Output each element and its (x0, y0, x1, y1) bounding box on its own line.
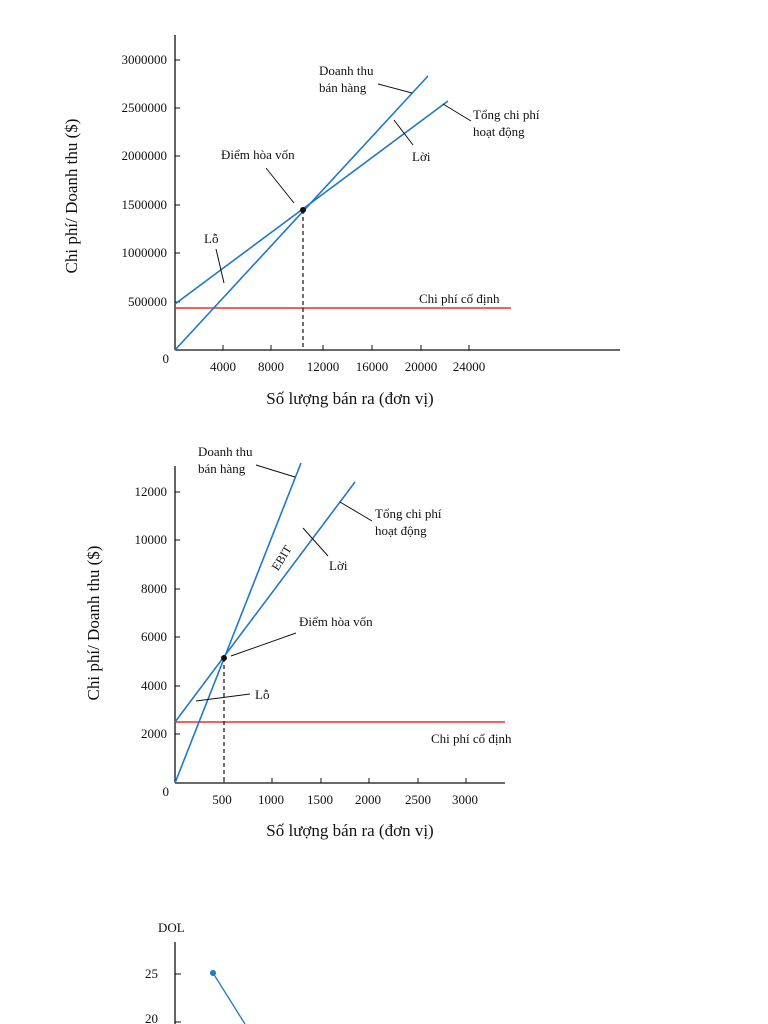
c2-revenue-label: bán hàng (198, 461, 246, 476)
chart-3: DOL 25 20 (145, 920, 246, 1024)
c1-revenue-label: Doanh thu (319, 63, 374, 78)
c1-loss-label: Lỗ (204, 231, 218, 246)
c2-x-tick-label: 1000 (258, 792, 284, 807)
c2-profit-leader (302, 527, 329, 557)
c1-profit-label: Lời (412, 149, 431, 164)
c1-origin-label: 0 (163, 351, 170, 366)
c3-dol-point (210, 970, 216, 976)
c1-x-tick-label: 16000 (356, 359, 389, 374)
c1-fixed-cost-label: Chi phí cố định (419, 291, 500, 306)
c1-x-tick-label: 24000 (453, 359, 486, 374)
c2-total-cost-label: Tổng chi phí (375, 506, 442, 521)
c2-total-cost-leader (339, 501, 373, 522)
c1-y-tick-label: 3000000 (122, 52, 168, 67)
c1-breakeven-label: Điểm hòa vốn (221, 147, 295, 162)
c1-y-tick-label: 500000 (128, 294, 167, 309)
c1-y-tick-label: 2500000 (122, 100, 168, 115)
c2-revenue-label: Doanh thu (198, 444, 253, 459)
c2-revenue-leader (255, 464, 296, 478)
c2-y-tick-label: 2000 (141, 726, 167, 741)
c2-x-tick-label: 500 (212, 792, 232, 807)
c2-profit-label: Lời (329, 558, 348, 573)
c2-fixed-cost-label: Chi phí cố định (431, 731, 512, 746)
c2-y-tick-label: 10000 (135, 532, 168, 547)
c1-x-ticks: 4000 8000 12000 16000 20000 24000 (210, 345, 485, 374)
c1-revenue-label: bán hàng (319, 80, 367, 95)
c2-y-axis-title: Chi phí/ Doanh thu ($) (84, 546, 103, 701)
c1-breakeven-point (300, 207, 306, 213)
c1-x-tick-label: 8000 (258, 359, 284, 374)
c2-y-ticks: 2000 4000 6000 8000 10000 12000 (135, 484, 180, 741)
c2-revenue-line (174, 462, 302, 784)
c1-y-axis-title: Chi phí/ Doanh thu ($) (62, 119, 81, 274)
c1-total-cost-line (174, 100, 449, 305)
c3-dol-line (212, 972, 246, 1024)
c2-x-tick-label: 2500 (405, 792, 431, 807)
c1-total-cost-label: Tổng chi phí (473, 107, 540, 122)
chart-1: 0 500000 1000000 1500000 2000000 2500000… (62, 35, 620, 408)
c2-y-tick-label: 4000 (141, 678, 167, 693)
c1-x-tick-label: 20000 (405, 359, 438, 374)
c1-y-tick-label: 1500000 (122, 197, 168, 212)
c3-y-tick-label: 25 (145, 966, 158, 981)
c2-breakeven-leader (230, 632, 297, 657)
c1-y-tick-label: 1000000 (122, 245, 168, 260)
c2-breakeven-label: Điểm hòa vốn (299, 614, 373, 629)
c2-breakeven-point (221, 655, 227, 661)
c2-total-cost-label: hoạt động (375, 523, 427, 538)
c1-revenue-leader (377, 83, 413, 94)
chart-2: 0 2000 4000 6000 8000 10000 12000 500 10… (84, 444, 512, 840)
c1-x-tick-label: 12000 (307, 359, 340, 374)
c1-total-cost-leader (442, 103, 472, 122)
c1-x-tick-label: 4000 (210, 359, 236, 374)
c1-y-ticks: 500000 1000000 1500000 2000000 2500000 3… (122, 52, 180, 309)
c2-loss-label: Lỗ (255, 687, 269, 702)
c2-x-tick-label: 2000 (355, 792, 381, 807)
c1-y-tick-label: 2000000 (122, 148, 168, 163)
c2-x-axis-title: Số lượng bán ra (đơn vị) (266, 821, 433, 840)
c2-y-tick-label: 8000 (141, 581, 167, 596)
c2-x-ticks: 500 1000 1500 2000 2500 3000 (212, 778, 478, 807)
c1-loss-leader (215, 248, 225, 284)
c2-y-tick-label: 6000 (141, 629, 167, 644)
c2-origin-label: 0 (163, 784, 170, 799)
c2-x-tick-label: 1500 (307, 792, 333, 807)
c1-x-axis-title: Số lượng bán ra (đơn vị) (266, 389, 433, 408)
c2-total-cost-line (174, 481, 356, 723)
c3-y-tick-label: 20 (145, 1011, 158, 1024)
c1-revenue-line (174, 75, 429, 351)
c1-breakeven-leader (265, 167, 295, 204)
c2-y-tick-label: 12000 (135, 484, 168, 499)
c2-x-tick-label: 3000 (452, 792, 478, 807)
c1-total-cost-label: hoạt động (473, 124, 525, 139)
c3-y-axis-title: DOL (158, 920, 185, 935)
c2-loss-leader (195, 693, 251, 702)
c1-profit-leader (393, 119, 414, 146)
